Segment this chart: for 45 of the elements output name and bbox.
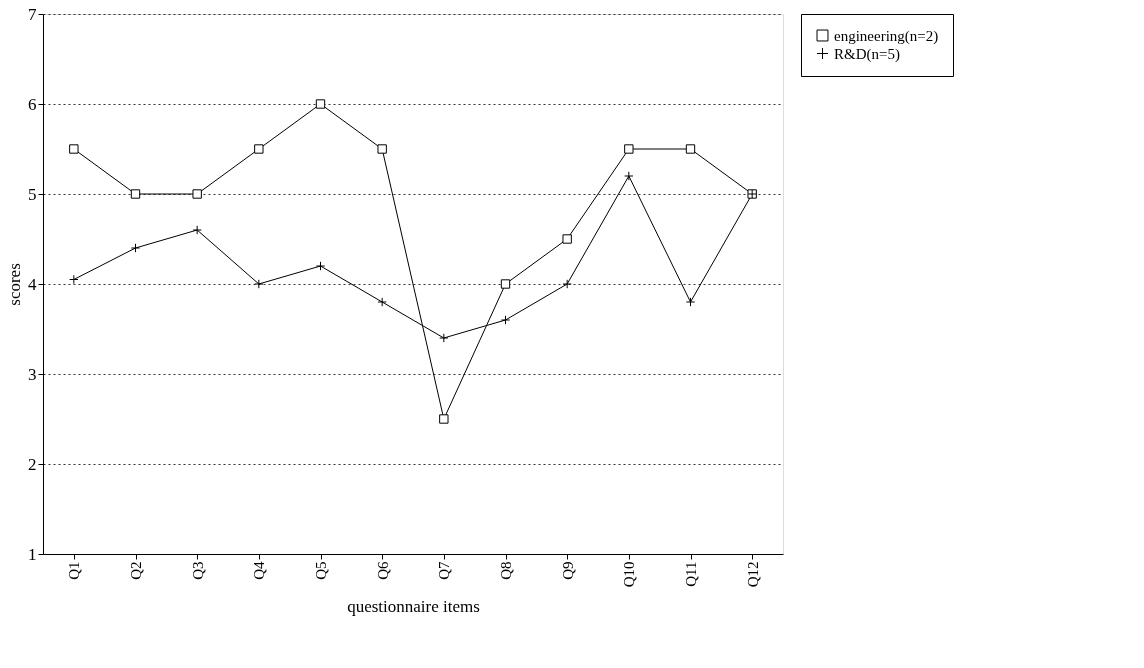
point (69, 274, 79, 285)
point (439, 333, 449, 343)
y-tick-label: 7 (28, 4, 37, 24)
point (685, 144, 696, 154)
point (130, 189, 141, 199)
y-tick-label: 6 (28, 94, 37, 114)
point (254, 279, 264, 289)
x-tick-label: Q12 (744, 561, 761, 588)
y-tick-label: 1 (28, 544, 37, 564)
x-tick-label: Q7 (436, 561, 453, 580)
x-tick-label: Q10 (621, 561, 638, 588)
point (562, 279, 572, 289)
x-tick-label: Q11 (683, 561, 699, 587)
point (315, 99, 326, 109)
point (500, 315, 511, 325)
point (685, 297, 696, 307)
x-tick-label: Q8 (498, 561, 514, 580)
x-tick-label: Q4 (251, 561, 268, 580)
x-tick-label: Q9 (559, 561, 576, 580)
point (500, 279, 511, 289)
y-tick-label: 4 (28, 274, 37, 294)
y-tick-label: 2 (28, 454, 37, 474)
point (69, 144, 79, 154)
y-tick-label: 3 (28, 364, 37, 384)
x-tick-label: Q2 (128, 561, 144, 580)
point (562, 234, 572, 244)
point (192, 225, 202, 235)
x-axis-title: questionnaire items (347, 597, 480, 617)
point (624, 171, 634, 181)
point (315, 261, 326, 271)
x-tick-label: Q5 (313, 561, 329, 580)
point (130, 243, 141, 253)
point (192, 189, 202, 199)
point (254, 144, 264, 154)
y-tick-label: 5 (28, 184, 37, 204)
x-tick-label: Q6 (374, 561, 391, 580)
point (624, 144, 634, 154)
legend-label: engineering(n=2) (834, 27, 939, 45)
point (377, 144, 387, 154)
point (377, 297, 387, 307)
x-tick-label: Q1 (66, 561, 83, 580)
point (439, 414, 449, 424)
y-axis-title: scores (5, 263, 24, 306)
legend-label: R&D(n=5) (834, 45, 900, 63)
x-tick-label: Q3 (189, 561, 206, 580)
